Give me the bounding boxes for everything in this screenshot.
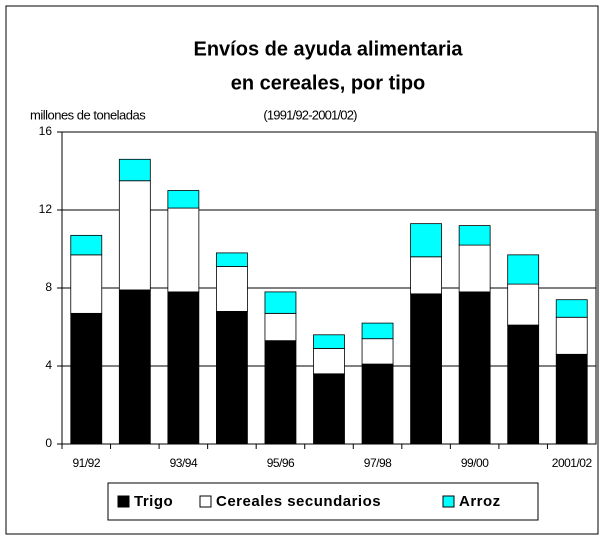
bar-segment (361, 338, 394, 365)
bar-segment (70, 312, 103, 445)
bar-segment (507, 254, 540, 285)
legend-label: Cereales secundarios (216, 493, 381, 510)
y-tick-label: 4 (45, 358, 52, 372)
bar-segment (410, 293, 442, 445)
y-tick-label: 16 (39, 124, 53, 138)
bar-segment (361, 322, 394, 340)
x-tick-label: 99/00 (461, 456, 489, 470)
legend-label: Trigo (134, 493, 173, 510)
bar-segment (216, 266, 248, 312)
chart-title: en cereales, por tipo (231, 72, 426, 94)
bar-segment (507, 283, 540, 326)
bar-segment (361, 363, 394, 445)
bar-segment (167, 190, 200, 209)
x-tick-label: 91/92 (73, 456, 101, 470)
legend-swatch (199, 495, 212, 508)
bar-segment (264, 312, 297, 342)
bar-segment (70, 254, 103, 314)
bar-segment (264, 340, 297, 445)
x-tick-label: 2001/02 (552, 456, 593, 470)
bar-segment (264, 291, 297, 314)
bar-segment (410, 223, 442, 258)
bar-segment (118, 158, 151, 182)
bar-segment (118, 180, 151, 291)
bar-segment (555, 353, 588, 445)
x-tick-label: 93/94 (170, 456, 198, 470)
chart-subtitle: (1991/92-2001/02) (263, 107, 357, 122)
bar-segment (458, 291, 491, 445)
legend-swatch (117, 495, 130, 508)
bar-segment (458, 225, 491, 246)
x-tick-label: 97/98 (364, 456, 392, 470)
bar-segment (507, 324, 540, 445)
bar-segment (313, 348, 345, 375)
bar-segment (313, 373, 345, 445)
bar-segment (118, 289, 151, 445)
legend (107, 482, 539, 521)
bar-segment (216, 252, 248, 267)
y-tick-label: 8 (45, 280, 52, 294)
y-tick-label: 12 (39, 202, 53, 216)
y-tick-label: 0 (45, 436, 52, 450)
bar-segment (313, 334, 345, 349)
chart-title: Envíos de ayuda alimentaria (194, 38, 464, 60)
legend-label: Arroz (459, 493, 501, 510)
bar-segment (458, 244, 491, 293)
legend-swatch (442, 495, 455, 508)
x-tick-label: 95/96 (267, 456, 295, 470)
bar-segment (167, 291, 200, 445)
y-axis-label: millones de toneladas (30, 107, 146, 122)
bar-segment (216, 310, 248, 445)
bar-segment (555, 316, 588, 355)
bar-segment (410, 256, 442, 295)
bar-segment (555, 299, 588, 318)
bar-segment (70, 234, 103, 256)
bar-segment (167, 207, 200, 293)
